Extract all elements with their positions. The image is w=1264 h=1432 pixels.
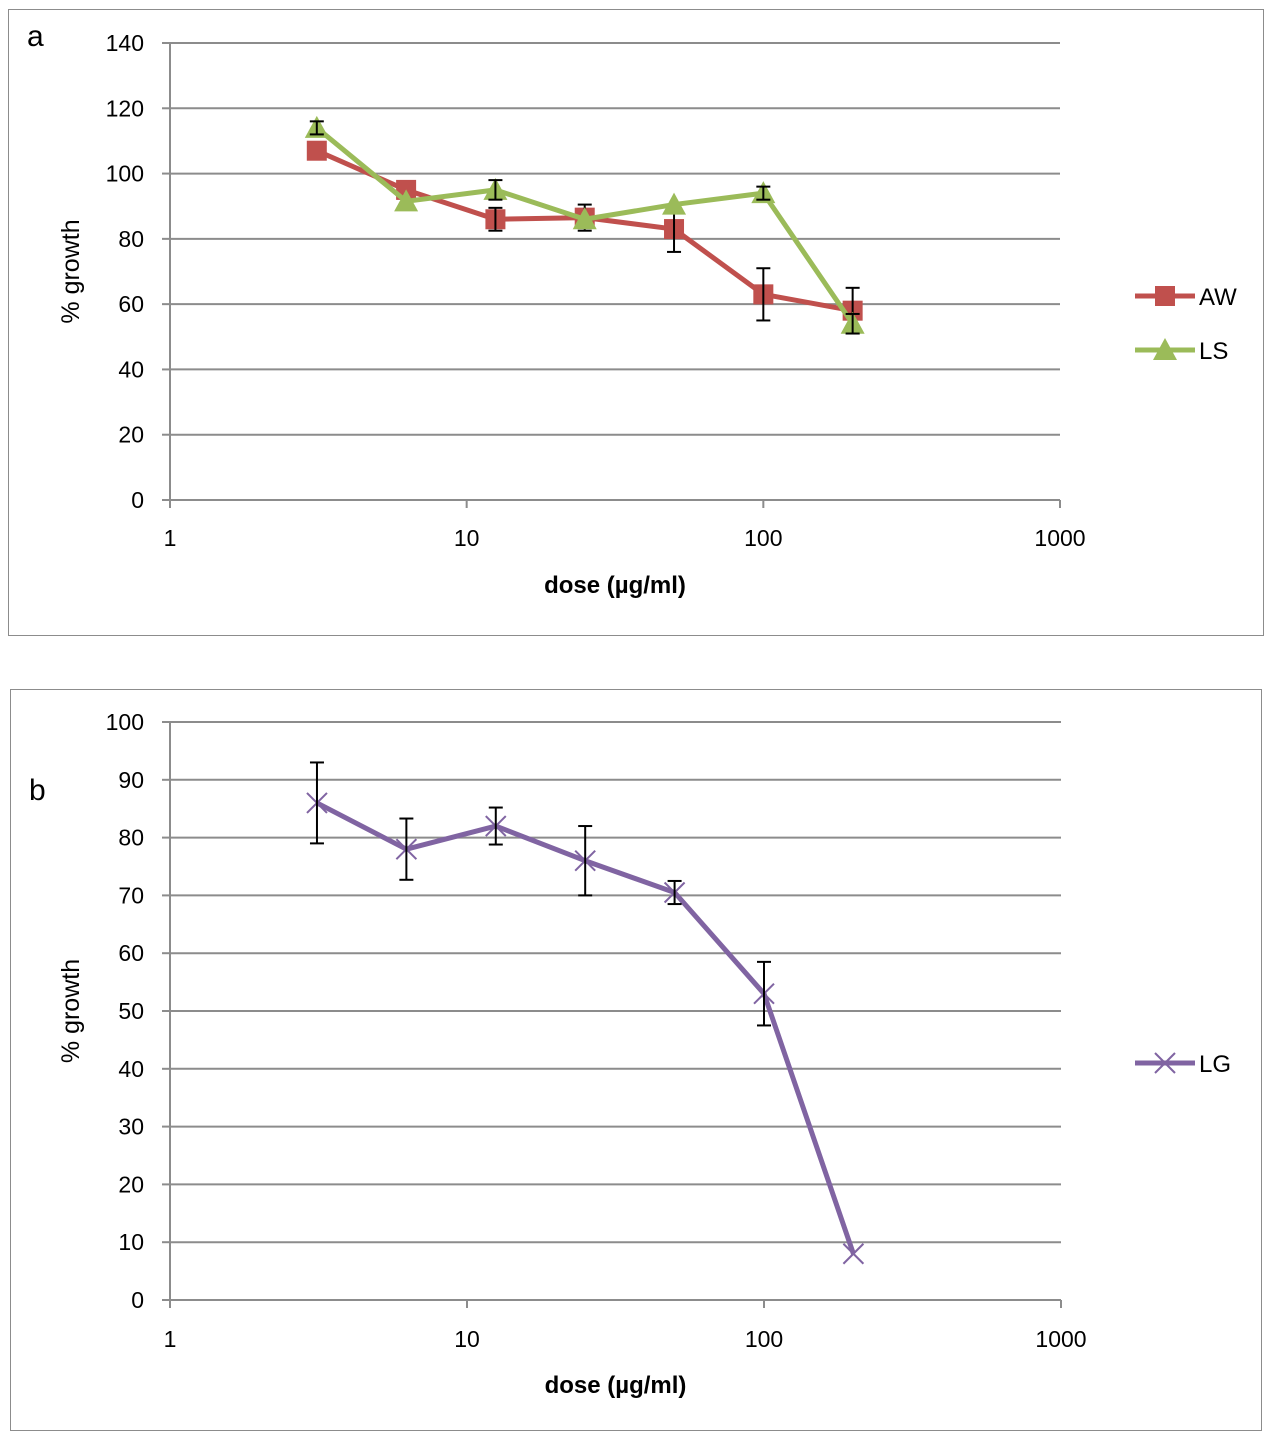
x-axis-title: dose (µg/ml) — [545, 1372, 687, 1399]
y-tick-label: 30 — [118, 1114, 144, 1140]
y-tick-label: 140 — [106, 30, 144, 56]
legend-marker-LG — [1154, 1052, 1176, 1074]
y-tick-label: 20 — [118, 422, 144, 448]
legend-label-AW: AW — [1199, 284, 1237, 311]
y-tick-label: 0 — [131, 487, 144, 513]
y-tick-label: 60 — [118, 940, 144, 966]
x-tick-label: 10 — [454, 525, 480, 551]
y-tick-label: 20 — [118, 1171, 144, 1197]
panel-letter: b — [29, 774, 46, 807]
data-point-AW — [306, 140, 327, 161]
y-tick-label: 80 — [118, 825, 144, 851]
y-tick-label: 120 — [106, 95, 144, 121]
data-point-LG — [842, 1243, 865, 1265]
y-tick-label: 80 — [118, 226, 144, 252]
chart-panel-b: b 0 10 20 30 40 50 60 70 80 90 100 1 10 100 1000 dose (µ… — [10, 689, 1262, 1431]
legend-marker-LS — [1153, 338, 1177, 360]
x-tick-label: 1000 — [1034, 525, 1085, 551]
y-tick-label: 100 — [106, 709, 144, 735]
legend-label-LG: LG — [1199, 1051, 1231, 1078]
y-tick-label: 0 — [131, 1287, 144, 1313]
y-tick-label: 90 — [118, 767, 144, 793]
y-tick-label: 60 — [118, 291, 144, 317]
x-tick-label: 1 — [164, 1326, 177, 1352]
legend-marker-AW — [1155, 286, 1175, 306]
y-axis-title: % growth — [57, 959, 85, 1063]
y-tick-label: 50 — [118, 998, 144, 1024]
y-tick-label: 40 — [118, 1056, 144, 1082]
chart-a-svg: a 0 20 40 60 80 100 120 140 1 10 100 1000 dose (µg/ml… — [27, 20, 1237, 599]
x-tick-label: 1 — [164, 525, 177, 551]
x-tick-label: 100 — [744, 525, 782, 551]
data-point-LS — [394, 189, 419, 212]
data-point-LS — [662, 192, 687, 215]
panel-letter: a — [27, 20, 44, 53]
y-axis-title: % growth — [57, 219, 85, 323]
data-point-LS — [572, 207, 597, 230]
y-tick-label: 100 — [106, 161, 144, 187]
y-tick-label: 10 — [118, 1229, 144, 1255]
legend-label-LS: LS — [1199, 338, 1228, 365]
y-tick-label: 40 — [118, 356, 144, 382]
chart-panel-a: a 0 20 40 60 80 100 120 140 1 10 100 1000 dose (µg/ml… — [8, 9, 1264, 636]
x-tick-label: 1000 — [1035, 1326, 1086, 1352]
x-axis-title: dose (µg/ml) — [544, 572, 686, 599]
x-tick-label: 10 — [454, 1326, 480, 1352]
y-tick-label: 70 — [118, 882, 144, 908]
x-tick-label: 100 — [745, 1326, 783, 1352]
